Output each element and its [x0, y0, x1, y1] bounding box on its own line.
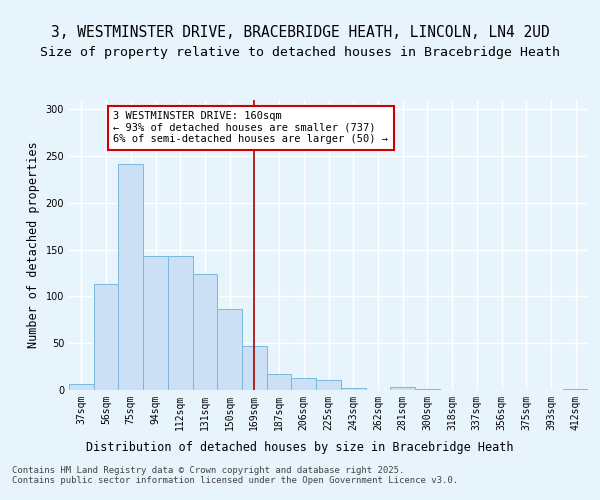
Bar: [217, 308, 242, 390]
Text: 3 WESTMINSTER DRIVE: 160sqm
← 93% of detached houses are smaller (737)
6% of sem: 3 WESTMINSTER DRIVE: 160sqm ← 93% of det…: [113, 111, 388, 144]
Bar: [563, 389, 588, 390]
Bar: [193, 274, 217, 390]
Bar: [69, 384, 94, 390]
Text: Distribution of detached houses by size in Bracebridge Heath: Distribution of detached houses by size …: [86, 441, 514, 454]
Bar: [168, 256, 193, 390]
Text: 3, WESTMINSTER DRIVE, BRACEBRIDGE HEATH, LINCOLN, LN4 2UD: 3, WESTMINSTER DRIVE, BRACEBRIDGE HEATH,…: [50, 25, 550, 40]
Bar: [143, 256, 168, 390]
Y-axis label: Number of detached properties: Number of detached properties: [27, 142, 40, 348]
Bar: [94, 284, 118, 390]
Text: Contains HM Land Registry data © Crown copyright and database right 2025.
Contai: Contains HM Land Registry data © Crown c…: [12, 466, 458, 485]
Bar: [118, 164, 143, 390]
Bar: [341, 388, 365, 390]
Bar: [242, 346, 267, 390]
Bar: [292, 378, 316, 390]
Bar: [390, 387, 415, 390]
Bar: [267, 374, 292, 390]
Text: Size of property relative to detached houses in Bracebridge Heath: Size of property relative to detached ho…: [40, 46, 560, 59]
Bar: [316, 380, 341, 390]
Bar: [415, 389, 440, 390]
